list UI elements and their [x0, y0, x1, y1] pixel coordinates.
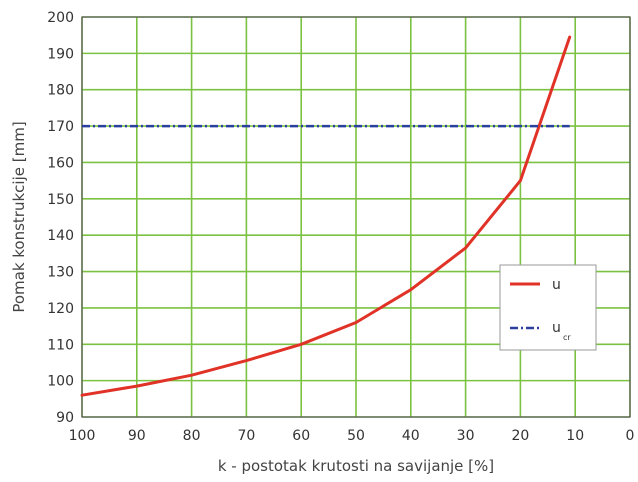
x-tick-label-70: 70 [237, 428, 255, 444]
x-tick-label-20: 20 [511, 428, 529, 444]
legend-label-u: u [552, 277, 561, 293]
y-tick-label-180: 180 [47, 83, 74, 99]
x-tick-label-40: 40 [402, 428, 420, 444]
y-tick-label-140: 140 [47, 228, 74, 244]
legend-box [499, 264, 597, 351]
y-tick-label-150: 150 [47, 192, 74, 208]
y-tick-label-100: 100 [47, 374, 74, 390]
x-tick-label-80: 80 [183, 428, 201, 444]
y-tick-label-130: 130 [47, 265, 74, 281]
plot-frame [81, 16, 631, 418]
legend: u u cr [499, 264, 597, 351]
y-tick-label-120: 120 [47, 301, 74, 317]
y-tick-label-160: 160 [47, 155, 74, 171]
x-tick-label-90: 90 [128, 428, 146, 444]
x-axis-title: k - postotak krutosti na savijanje [%] [218, 457, 494, 475]
x-tick-label-0: 0 [626, 428, 635, 444]
y-tick-label-170: 170 [47, 119, 74, 135]
x-tick-label-30: 30 [457, 428, 475, 444]
y-tick-label-110: 110 [47, 337, 74, 353]
y-axis-title: Pomak konstrukcije [mm] [10, 121, 28, 312]
x-tick-labels: 100 90 80 70 60 50 40 30 20 10 0 [69, 428, 635, 444]
series-lines [80, 35, 572, 397]
series-line-u [80, 35, 572, 397]
x-tick-label-60: 60 [292, 428, 310, 444]
x-tick-label-50: 50 [347, 428, 365, 444]
legend-label-ucr: u [552, 320, 561, 336]
x-tick-label-100: 100 [69, 428, 96, 444]
y-tick-label-190: 190 [47, 46, 74, 62]
y-tick-labels: 90 100 110 120 130 140 150 160 170 180 190 200 [47, 10, 74, 426]
y-tick-label-200: 200 [47, 10, 74, 26]
legend-label-ucr-subscript: cr [563, 333, 571, 342]
y-tick-label-90: 90 [56, 410, 74, 426]
x-tick-label-10: 10 [566, 428, 584, 444]
